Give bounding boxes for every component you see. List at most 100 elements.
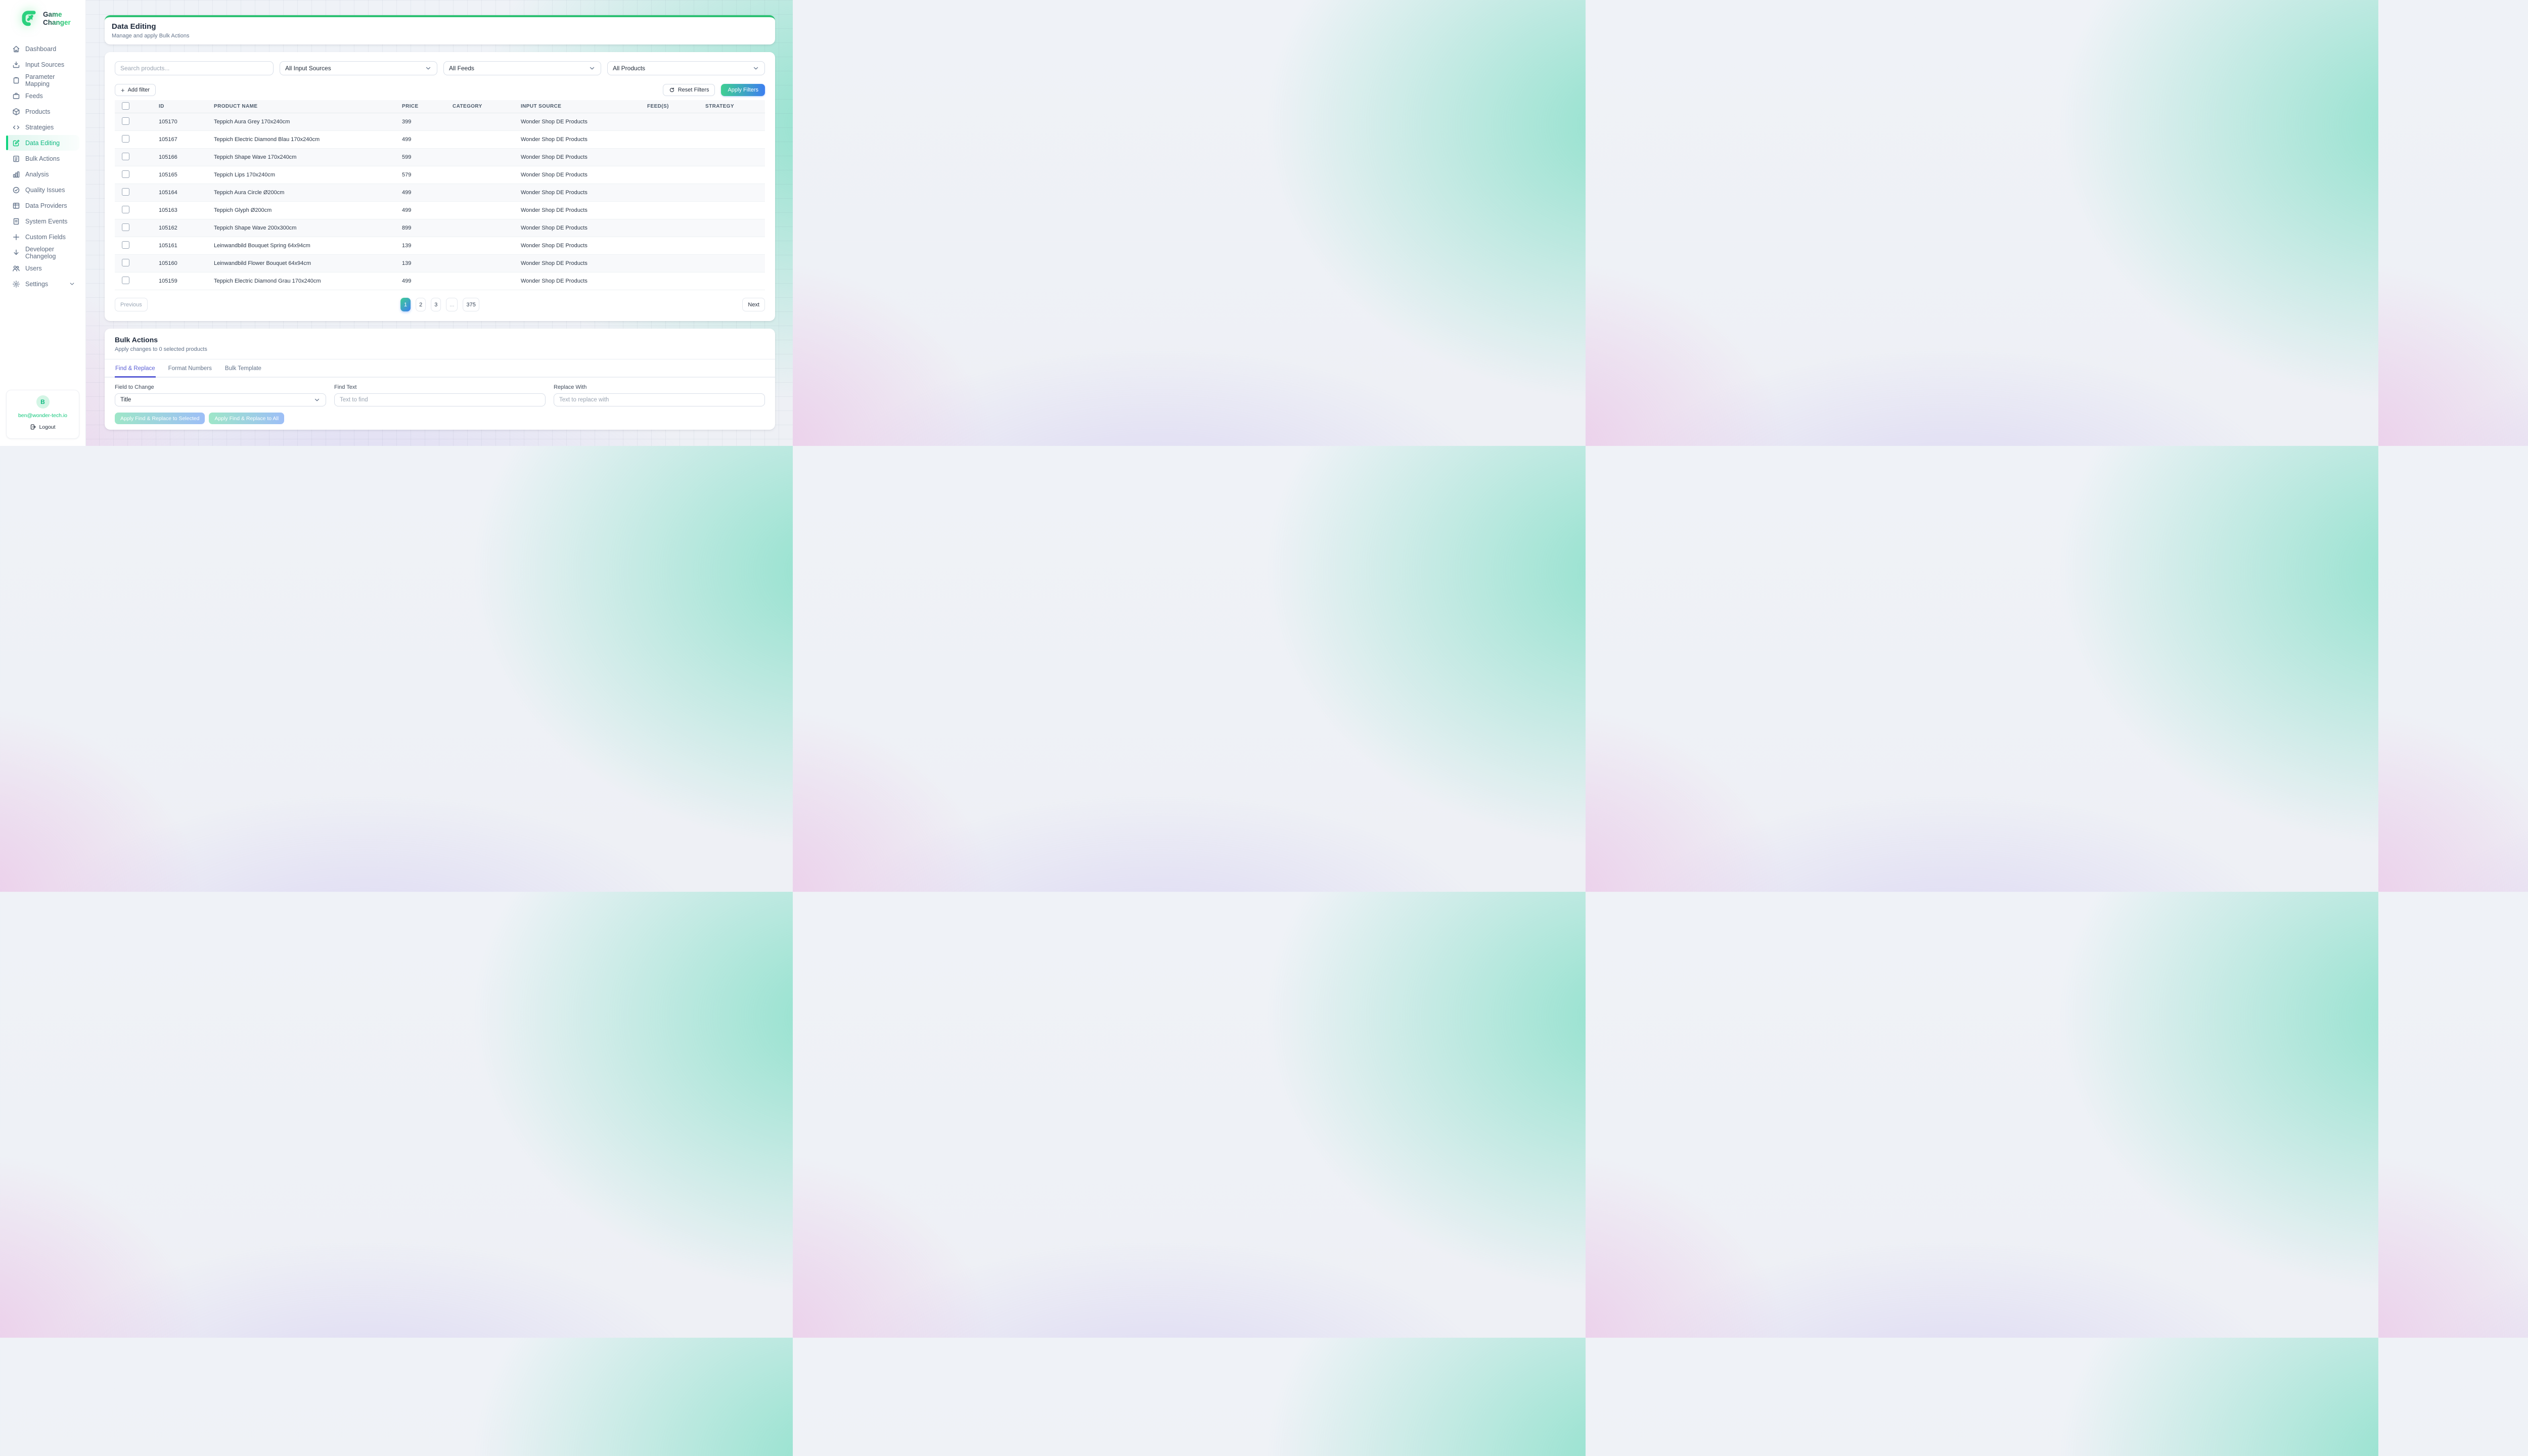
sidebar-item-feeds[interactable]: Feeds — [6, 88, 79, 104]
sidebar-item-bulk-actions[interactable]: Bulk Actions — [6, 151, 79, 166]
row-checkbox[interactable] — [122, 259, 129, 266]
col-feeds: FEED(S) — [647, 104, 669, 109]
cell-product-name: Leinwandbild Flower Bouquet 64x94cm — [214, 260, 311, 266]
sidebar: Game Changer Dashboard Input Sources Par… — [0, 0, 86, 446]
add-filter-button[interactable]: + Add filter — [115, 84, 156, 96]
select-all-checkbox[interactable] — [122, 102, 129, 110]
page-button-active[interactable]: 1 — [400, 298, 411, 311]
cell-product-name: Teppich Electric Diamond Grau 170x240cm — [214, 278, 321, 284]
row-checkbox[interactable] — [122, 135, 129, 143]
page-button[interactable]: 375 — [463, 298, 479, 311]
sidebar-item-system-events[interactable]: System Events — [6, 213, 79, 229]
row-checkbox[interactable] — [122, 223, 129, 231]
cell-id: 105162 — [159, 225, 177, 231]
cell-input-source: Wonder Shop DE Products — [521, 172, 588, 178]
sidebar-item-input-sources[interactable]: Input Sources — [6, 57, 79, 72]
sidebar-nav: Dashboard Input Sources Parameter Mappin… — [6, 41, 79, 292]
reset-filters-button[interactable]: Reset Filters — [662, 84, 715, 96]
row-checkbox[interactable] — [122, 117, 129, 125]
filters-row: All Input Sources All Feeds All Products — [115, 61, 765, 75]
box-icon — [12, 108, 20, 116]
tab-find-replace[interactable]: Find & Replace — [115, 366, 156, 378]
input-sources-select[interactable]: All Input Sources — [280, 61, 437, 75]
col-id: ID — [159, 104, 164, 109]
sidebar-item-developer-changelog[interactable]: Developer Changelog — [6, 245, 79, 260]
table-row[interactable]: 105164 Teppich Aura Circle Ø200cm 499 Wo… — [115, 184, 765, 202]
field-to-change-value: Title — [120, 397, 131, 403]
select-all-cell — [115, 102, 152, 111]
bulk-actions-subtitle: Apply changes to 0 selected products — [115, 346, 207, 352]
table-row[interactable]: 105163 Teppich Glyph Ø200cm 499 Wonder S… — [115, 202, 765, 219]
sidebar-item-data-providers[interactable]: Data Providers — [6, 198, 79, 213]
cell-input-source: Wonder Shop DE Products — [521, 136, 588, 143]
next-page-button[interactable]: Next — [742, 298, 765, 311]
sidebar-item-products[interactable]: Products — [6, 104, 79, 119]
table-row[interactable]: 105167 Teppich Electric Diamond Blau 170… — [115, 131, 765, 149]
table-row[interactable]: 105165 Teppich Lips 170x240cm 579 Wonder… — [115, 166, 765, 184]
sidebar-item-settings[interactable]: Settings — [6, 276, 79, 292]
replace-with-group: Replace With — [554, 384, 765, 406]
inbox-icon — [12, 61, 20, 69]
sidebar-item-label: Data Editing — [25, 139, 60, 147]
table-row[interactable]: 105162 Teppich Shape Wave 200x300cm 899 … — [115, 219, 765, 237]
row-checkbox[interactable] — [122, 206, 129, 213]
row-checkbox[interactable] — [122, 241, 129, 249]
products-select[interactable]: All Products — [607, 61, 765, 75]
sidebar-item-label: Data Providers — [25, 202, 67, 209]
row-checkbox[interactable] — [122, 153, 129, 160]
apply-find-replace-all-button[interactable]: Apply Find & Replace to All — [209, 413, 285, 424]
apply-filters-button[interactable]: Apply Filters — [721, 84, 765, 96]
products-table: ID PRODUCT NAME PRICE CATEGORY INPUT SOU… — [115, 100, 765, 290]
row-checkbox[interactable] — [122, 188, 129, 196]
cell-price: 139 — [402, 260, 412, 266]
cell-id: 105164 — [159, 190, 177, 196]
avatar: B — [36, 395, 50, 408]
cell-id: 105160 — [159, 260, 177, 266]
field-to-change-select[interactable]: Title — [115, 393, 326, 406]
cell-price: 499 — [402, 207, 412, 213]
cell-product-name: Teppich Aura Circle Ø200cm — [214, 190, 285, 196]
sidebar-item-parameter-mapping[interactable]: Parameter Mapping — [6, 72, 79, 88]
table-row[interactable]: 105170 Teppich Aura Grey 170x240cm 399 W… — [115, 113, 765, 131]
sidebar-item-custom-fields[interactable]: Custom Fields — [6, 229, 79, 245]
filter-actions-row: + Add filter Reset Filters Apply Filters — [115, 84, 765, 96]
user-email: ben@wonder-tech.io — [18, 413, 68, 419]
sidebar-item-label: System Events — [25, 217, 68, 225]
table-row[interactable]: 105166 Teppich Shape Wave 170x240cm 599 … — [115, 149, 765, 166]
page-button[interactable]: 3 — [431, 298, 441, 311]
plus-icon — [12, 233, 20, 241]
sidebar-item-analysis[interactable]: Analysis — [6, 166, 79, 182]
previous-page-button[interactable]: Previous — [115, 298, 148, 311]
replace-with-input[interactable] — [554, 393, 765, 406]
tab-bulk-template[interactable]: Bulk Template — [224, 366, 261, 372]
sidebar-item-data-editing[interactable]: Data Editing — [6, 135, 79, 151]
chart-icon — [12, 170, 20, 178]
cell-id: 105166 — [159, 154, 177, 160]
sidebar-item-users[interactable]: Users — [6, 260, 79, 276]
page-subtitle: Manage and apply Bulk Actions — [112, 33, 190, 39]
table-row[interactable]: 105159 Teppich Electric Diamond Grau 170… — [115, 272, 765, 290]
row-checkbox[interactable] — [122, 170, 129, 178]
logout-button[interactable]: Logout — [30, 424, 56, 430]
sidebar-item-quality-issues[interactable]: Quality Issues — [6, 182, 79, 198]
cell-product-name: Teppich Lips 170x240cm — [214, 172, 276, 178]
sidebar-item-dashboard[interactable]: Dashboard — [6, 41, 79, 57]
cell-input-source: Wonder Shop DE Products — [521, 225, 588, 231]
cell-input-source: Wonder Shop DE Products — [521, 243, 588, 249]
cell-price: 499 — [402, 278, 412, 284]
sidebar-item-strategies[interactable]: Strategies — [6, 119, 79, 135]
arrow-down-icon — [12, 249, 20, 257]
table-row[interactable]: 105160 Leinwandbild Flower Bouquet 64x94… — [115, 255, 765, 272]
row-checkbox[interactable] — [122, 277, 129, 284]
page-button[interactable]: 2 — [416, 298, 426, 311]
table-row[interactable]: 105161 Leinwandbild Bouquet Spring 64x94… — [115, 237, 765, 255]
tab-format-numbers[interactable]: Format Numbers — [168, 366, 212, 372]
search-input[interactable] — [115, 61, 274, 75]
chevron-down-icon — [589, 65, 596, 72]
cell-product-name: Teppich Glyph Ø200cm — [214, 207, 272, 213]
find-text-input[interactable] — [334, 393, 546, 406]
feeds-select[interactable]: All Feeds — [443, 61, 601, 75]
logo[interactable]: Game Changer — [6, 7, 79, 28]
plus-icon: + — [121, 86, 125, 94]
apply-find-replace-selected-button[interactable]: Apply Find & Replace to Selected — [115, 413, 205, 424]
